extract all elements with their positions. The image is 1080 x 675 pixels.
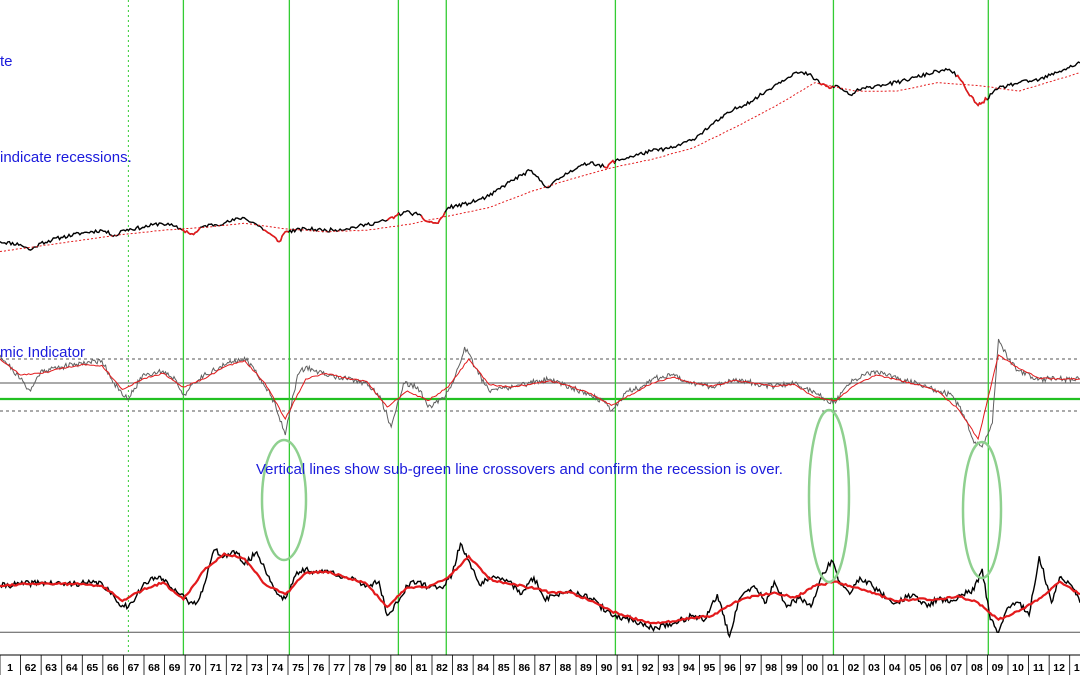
top-main-series [0,61,1080,251]
x-tick-label: 82 [436,662,448,674]
x-tick-label: 65 [86,662,98,674]
x-tick-label: 77 [333,662,345,674]
x-tick-label: 98 [765,662,777,674]
crossover-ellipse-2001 [807,408,851,584]
x-tick-label: 63 [45,662,57,674]
x-tick-label: 67 [128,662,140,674]
x-tick-label: 10 [1012,662,1024,674]
crossover-ellipse-1975 [260,438,308,562]
x-tick-label: 85 [498,662,510,674]
x-tick-label: 92 [642,662,654,674]
x-tick-label: 00 [806,662,818,674]
top-recession-segment [603,159,616,169]
x-tick-label: 94 [683,662,695,674]
x-tick-label: 90 [601,662,613,674]
x-tick-label: 87 [539,662,551,674]
x-tick-label: 64 [66,662,78,674]
middle-indicator-series [0,338,1080,448]
x-tick-label: 95 [704,662,716,674]
top-moving-average [0,72,1080,252]
x-tick-label: 93 [662,662,674,674]
x-tick-label: 74 [272,662,284,674]
x-tick-label: 08 [971,662,983,674]
x-tick-label: 13 [1074,662,1080,674]
recession-note: indicate recessions. [0,149,132,166]
x-tick-label: 99 [786,662,798,674]
top-recession-segment [181,226,202,236]
x-tick-label: 81 [416,662,428,674]
series-lines [0,61,1080,639]
x-tick-label: 76 [313,662,325,674]
x-tick-label: 88 [560,662,572,674]
crossover-ellipses [260,408,1003,584]
x-tick-label: 11 [1033,662,1044,674]
x-tick-label: 97 [745,662,757,674]
x-tick-label: 09 [992,662,1004,674]
x-axis: 1 62 63 64 65 66 67 68 69 70 71 72 73 74 75 76 77 78 79 80 8… [0,654,1080,675]
x-tick-label: 66 [107,662,119,674]
x-tick-label: 79 [374,662,386,674]
x-tick-label: 07 [950,662,962,674]
recession-end-lines [127,0,989,655]
x-tick-label: 71 [210,662,222,674]
x-tick-label: 89 [580,662,592,674]
x-tick-label: 86 [518,662,530,674]
x-tick-label: 06 [930,662,942,674]
x-tick-label: 01 [827,662,839,674]
x-tick-label: 75 [292,662,304,674]
x-tick-label: 78 [354,662,366,674]
x-tick-label: 12 [1053,662,1065,674]
x-tick-label: 70 [189,662,201,674]
x-tick-label: 1 [7,662,13,674]
x-tick-label: 72 [230,662,242,674]
top-recession-segment [386,212,400,221]
x-tick-label: 80 [395,662,407,674]
x-tick-label: 03 [868,662,880,674]
x-tick-label: 83 [457,662,469,674]
x-tick-label: 04 [889,662,901,674]
crossover-note: Vertical lines show sub-green line cross… [256,461,783,478]
x-tick-label: 84 [477,662,489,674]
x-tick-label: 91 [621,662,633,674]
top-recession-segment [955,74,988,107]
reference-lines [0,358,1080,633]
bottom-smoothed-series [0,552,1080,625]
crossover-ellipse-2009 [961,440,1003,580]
middle-panel-label: mic Indicator [0,344,85,361]
x-tick-label: 62 [25,662,37,674]
x-tick-label: 69 [169,662,181,674]
top-panel-label: te [0,53,13,70]
x-tick-label: 05 [909,662,921,674]
x-tick-label: 73 [251,662,263,674]
top-recession-segment [263,229,289,243]
x-tick-label: 68 [148,662,160,674]
x-tick-label: 02 [848,662,860,674]
middle-signal-series [0,354,1080,441]
x-tick-label: 96 [724,662,736,674]
